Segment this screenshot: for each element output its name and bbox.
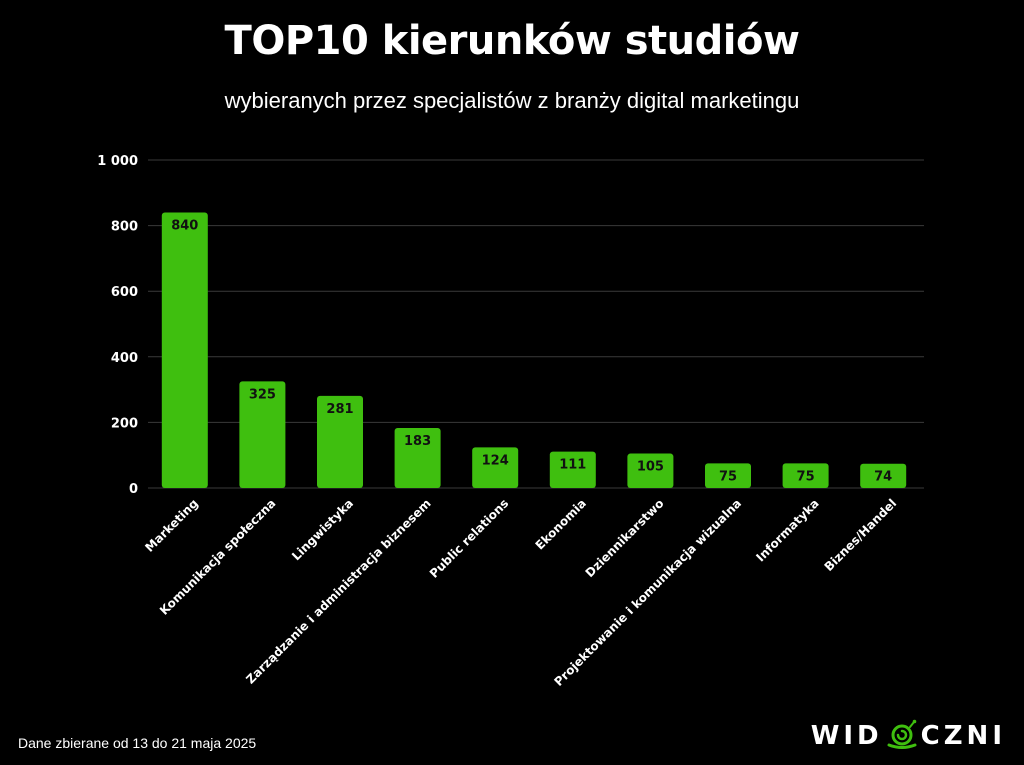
bar: [627, 453, 674, 488]
bar: [317, 395, 363, 488]
bars: 840 325 281 183 124 111 105 75 75 74: [161, 212, 907, 489]
brand-logo-right: CZNI: [920, 721, 1006, 751]
x-tick-label: Informatyka: [753, 496, 821, 564]
x-tick-label: Biznes/Handel: [822, 496, 900, 574]
bar-value-label: 111: [559, 458, 586, 473]
bar: [394, 427, 441, 488]
brand-logo: WID CZNI: [811, 716, 1006, 756]
x-tick-label: Marketing: [142, 496, 201, 555]
bar: [161, 212, 208, 489]
x-tick-label: Lingwistyka: [289, 496, 356, 563]
y-tick-label: 1 000: [97, 154, 138, 169]
bar: [472, 447, 519, 488]
x-tick-label: Ekonomia: [533, 496, 589, 552]
data-collection-note: Dane zbierane od 13 do 21 maja 2025: [18, 735, 257, 751]
y-tick-label: 800: [111, 220, 138, 235]
chart-subtitle: wybieranych przez specjalistów z branży …: [224, 88, 800, 113]
bar-value-label: 325: [249, 387, 276, 402]
bar-value-label: 75: [719, 469, 737, 484]
x-tick-label: Projektowanie i komunikacja wizualna: [552, 496, 745, 689]
bar-value-label: 281: [326, 402, 353, 417]
bar: [705, 463, 751, 488]
bar: [782, 463, 829, 488]
y-axis-ticks: 0 200 400 600 800 1 000: [97, 154, 138, 497]
x-tick-label: Public relations: [427, 496, 511, 580]
bar: [239, 381, 286, 488]
bar: [549, 451, 596, 488]
x-tick-label: Zarządzanie i administracja biznesem: [243, 496, 433, 686]
bar-value-label: 105: [637, 460, 664, 475]
y-tick-label: 0: [129, 482, 138, 497]
bar-value-label: 75: [797, 469, 815, 484]
x-tick-label: Dziennikarstwo: [583, 496, 667, 580]
snail-icon: [887, 719, 917, 749]
bar-value-label: 183: [404, 434, 431, 449]
bar: [860, 463, 907, 488]
chart-title: TOP10 kierunków studiów: [224, 18, 800, 64]
bar-value-label: 124: [482, 453, 509, 468]
y-tick-label: 200: [111, 416, 138, 431]
bar-value-label: 74: [874, 470, 892, 485]
y-tick-label: 600: [111, 285, 138, 300]
bar-value-label: 840: [171, 218, 198, 233]
y-tick-label: 400: [111, 351, 138, 366]
brand-logo-left: WID: [810, 721, 883, 751]
